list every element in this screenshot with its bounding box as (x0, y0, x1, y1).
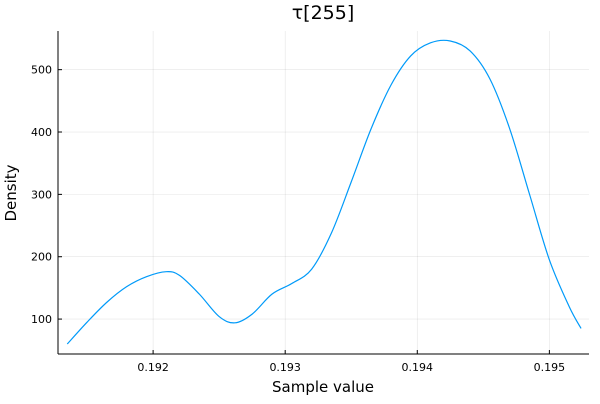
x-axis-title: Sample value (272, 378, 374, 396)
x-tick-label: 0.192 (137, 361, 169, 374)
y-tick-label: 200 (31, 251, 52, 264)
y-tick-label: 400 (31, 126, 52, 139)
tick-labels: 0.192 0.193 0.194 0.195 100 200 300 400 500 (31, 64, 565, 374)
x-tick-label: 0.193 (269, 361, 301, 374)
y-tick-label: 300 (31, 188, 52, 201)
x-tick-label: 0.195 (534, 361, 566, 374)
grid-lines (58, 31, 589, 354)
y-axis-title: Density (2, 164, 20, 221)
series-lines (66, 39, 582, 345)
density-line (66, 39, 582, 345)
y-tick-label: 500 (31, 64, 52, 77)
x-tick-label: 0.194 (402, 361, 434, 374)
y-tick-label: 100 (31, 313, 52, 326)
axes (57, 31, 589, 355)
chart-title: τ[255] (292, 2, 355, 24)
